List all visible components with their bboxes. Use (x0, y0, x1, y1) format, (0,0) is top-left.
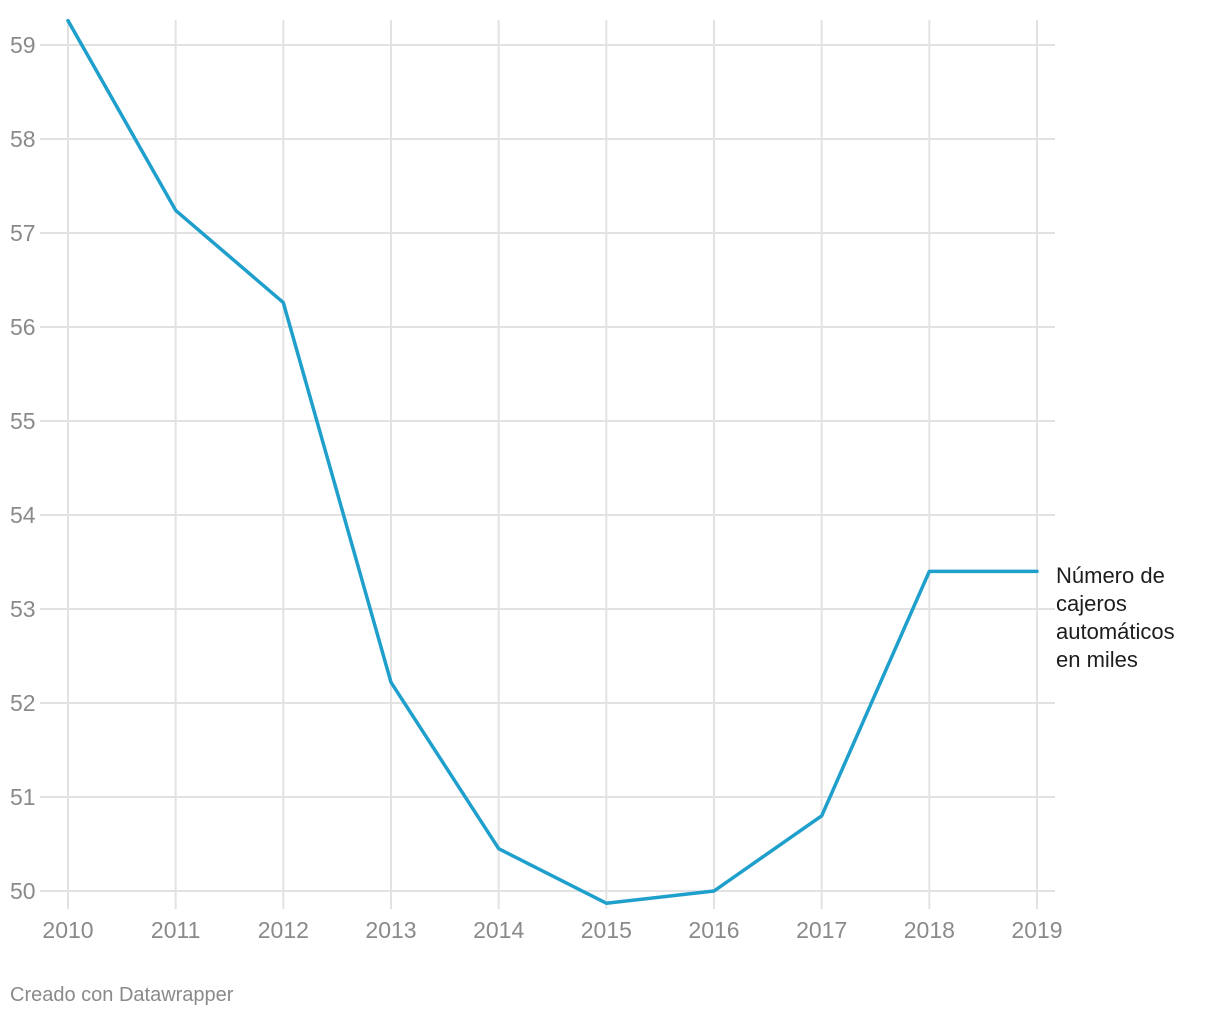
series-lines (66, 18, 1039, 905)
x-axis-tick-labels: 2010 2011 2012 2013 2014 2015 2016 2017 2018 2019 (42, 917, 1062, 943)
y-tick-label: 50 (10, 878, 36, 904)
series-label: Número de cajeros automáticos en miles (1056, 562, 1216, 674)
y-tick-label: 57 (10, 220, 36, 246)
y-tick-label: 54 (10, 502, 36, 528)
series-label-line: Número de (1056, 563, 1165, 588)
x-tick-label: 2014 (473, 917, 524, 943)
x-tick-label: 2018 (904, 917, 955, 943)
series-label-line: automáticos (1056, 619, 1175, 644)
series-label-line: en miles (1056, 647, 1138, 672)
x-tick-label: 2017 (796, 917, 847, 943)
y-tick-label: 51 (10, 784, 36, 810)
x-tick-label: 2010 (42, 917, 93, 943)
y-tick-label: 53 (10, 596, 36, 622)
y-tick-label: 58 (10, 126, 36, 152)
y-tick-label: 55 (10, 408, 36, 434)
chart-area: 50 51 52 53 54 55 56 57 58 59 2010 2011 2012 2013 201… (10, 18, 1216, 943)
vertical-gridlines (67, 20, 1038, 909)
horizontal-gridlines (40, 44, 1055, 892)
x-tick-label: 2013 (365, 917, 416, 943)
x-tick-label: 2016 (688, 917, 739, 943)
series-label-line: cajeros (1056, 591, 1127, 616)
y-axis-tick-labels: 50 51 52 53 54 55 56 57 58 59 (10, 32, 36, 904)
y-tick-label: 52 (10, 690, 36, 716)
x-tick-label: 2012 (258, 917, 309, 943)
y-tick-label: 59 (10, 32, 36, 58)
footer-credit: Creado con Datawrapper (10, 984, 234, 1006)
x-tick-label: 2015 (581, 917, 632, 943)
y-tick-label: 56 (10, 314, 36, 340)
x-tick-label: 2019 (1011, 917, 1062, 943)
series-line (66, 18, 1039, 905)
x-tick-label: 2011 (151, 917, 200, 943)
